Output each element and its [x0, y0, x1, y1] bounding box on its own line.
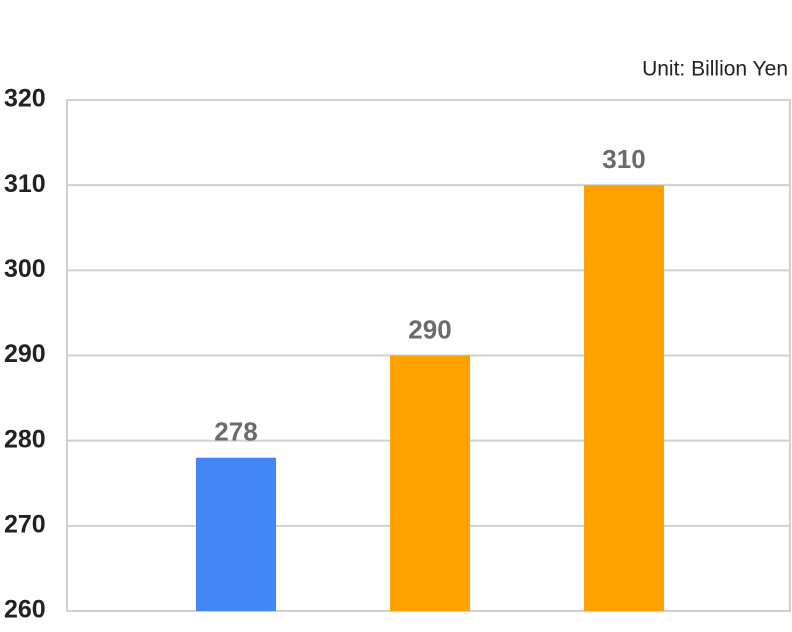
data-label: 290 — [408, 314, 451, 344]
y-tick-label: 280 — [4, 425, 46, 453]
y-tick-label: 290 — [4, 340, 46, 368]
y-tick-label: 300 — [4, 255, 46, 283]
bar — [196, 457, 276, 611]
y-tick-label: 260 — [4, 596, 46, 624]
unit-label: Unit: Billion Yen — [642, 58, 788, 81]
data-label: 278 — [214, 417, 257, 447]
y-tick-label: 310 — [4, 170, 46, 198]
data-label: 310 — [602, 144, 645, 174]
y-tick-label: 320 — [4, 85, 46, 113]
y-tick-label: 270 — [4, 510, 46, 538]
bar — [390, 355, 470, 611]
bar — [584, 185, 664, 611]
